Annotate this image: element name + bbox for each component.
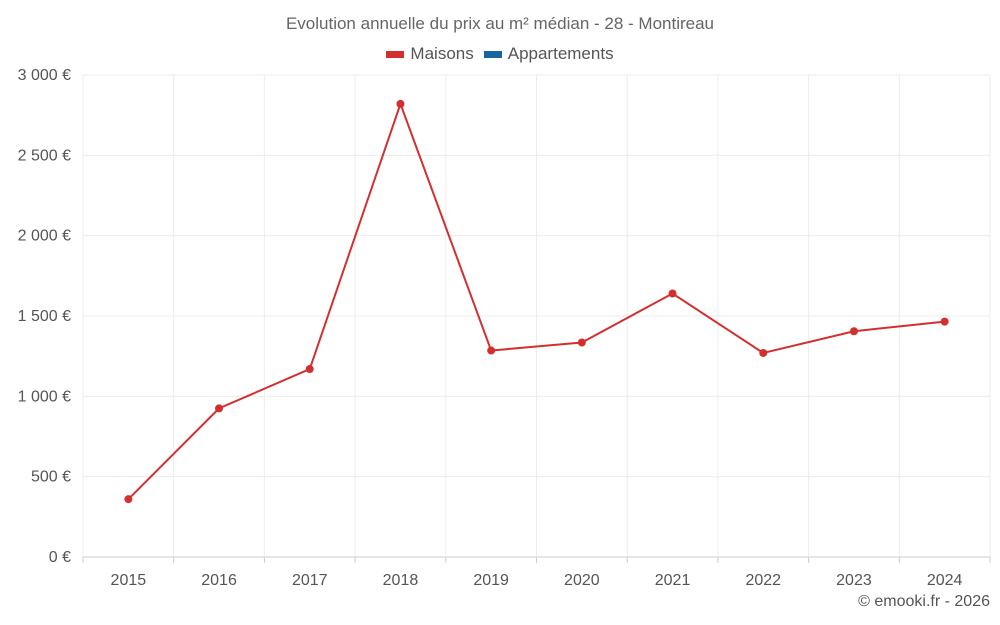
- data-point[interactable]: [215, 404, 224, 413]
- data-point[interactable]: [124, 495, 133, 504]
- data-point[interactable]: [849, 327, 858, 336]
- legend-swatch-maisons: [386, 50, 405, 58]
- legend-item-maisons[interactable]: Maisons: [386, 44, 474, 64]
- x-tick-label: 2020: [564, 572, 600, 589]
- data-point[interactable]: [487, 346, 496, 355]
- credit-text: © emooki.fr - 2026: [858, 593, 990, 610]
- x-tick-label: 2015: [111, 572, 147, 589]
- x-axis: 2015 2016 2017 2018 2019 2020 2021 2022 2023 2024: [82, 557, 991, 589]
- y-tick-label: 500 €: [31, 469, 71, 486]
- data-point[interactable]: [668, 289, 677, 298]
- data-point[interactable]: [577, 338, 586, 347]
- x-tick-label: 2022: [745, 572, 781, 589]
- data-point[interactable]: [759, 348, 768, 357]
- x-tick-label: 2017: [292, 572, 328, 589]
- y-tick-label: 2 500 €: [18, 147, 71, 164]
- x-tick-label: 2018: [383, 572, 419, 589]
- y-tick-label: 1 000 €: [18, 388, 71, 405]
- x-tick-label: 2024: [927, 572, 963, 589]
- y-tick-label: 2 000 €: [18, 228, 71, 245]
- legend-item-appartements[interactable]: Appartements: [483, 44, 614, 64]
- y-tick-label: 1 500 €: [18, 308, 71, 325]
- series-line-maisons: [127, 100, 945, 500]
- legend: Maisons Appartements: [0, 44, 1000, 64]
- legend-label-appartements: Appartements: [507, 44, 614, 63]
- y-axis: 0 € 500 € 1 000 € 1 500 € 2 000 € 2 500 € 3 00…: [18, 67, 71, 566]
- chart-title: Evolution annuelle du prix au m² médian …: [285, 14, 715, 33]
- x-tick-label: 2021: [655, 572, 691, 589]
- data-point[interactable]: [396, 99, 405, 108]
- series-layer: [124, 99, 949, 504]
- legend-label-maisons: Maisons: [410, 44, 474, 63]
- x-tick-label: 2023: [836, 572, 872, 589]
- y-tick-label: 3 000 €: [18, 67, 71, 84]
- x-tick-label: 2016: [201, 572, 237, 589]
- x-tick-label: 2019: [473, 572, 509, 589]
- grid-lines: [82, 74, 991, 558]
- data-point[interactable]: [305, 365, 314, 374]
- y-tick-label: 0 €: [49, 549, 71, 566]
- legend-swatch-appartements: [483, 50, 502, 58]
- data-point[interactable]: [940, 317, 949, 326]
